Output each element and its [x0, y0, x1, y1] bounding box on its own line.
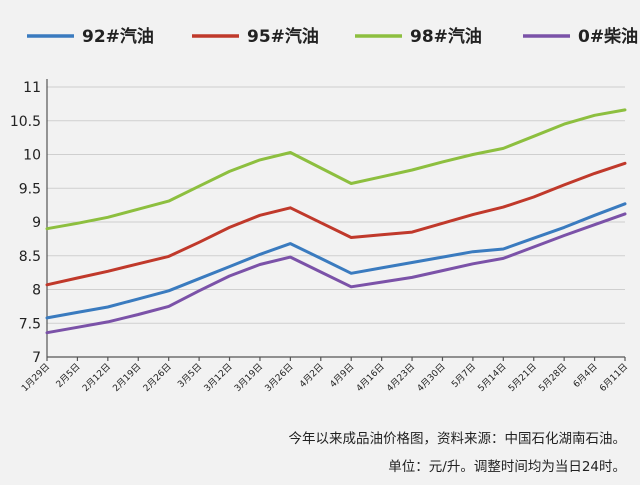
series-lines: [45, 108, 627, 335]
legend-label: 95#汽油: [247, 26, 319, 47]
x-tick-label: 4月16日: [354, 361, 387, 394]
x-tick-label: 5月28日: [537, 361, 570, 394]
legend: 92#汽油 95#汽油 98#汽油 0#柴油: [27, 26, 638, 47]
x-tick-label: 3月5日: [176, 361, 205, 390]
x-tick-label: 2月12日: [80, 361, 113, 394]
y-tick-label: 9: [32, 215, 41, 231]
x-tick-label: 2月5日: [54, 361, 83, 390]
x-tick-label: 3月12日: [202, 361, 235, 394]
y-tick-label: 7: [32, 350, 41, 366]
caption-unit: 单位：元/升。调整时间均为当日24时。: [388, 459, 626, 475]
x-tick-label: 5月7日: [449, 361, 478, 390]
y-tick-label: 8: [32, 283, 41, 299]
legend-item: 92#汽油: [27, 26, 154, 47]
y-tick-label: 9.5: [19, 181, 41, 197]
x-tick-label: 4月23日: [385, 361, 418, 394]
y-tick-label: 8.5: [19, 249, 41, 265]
x-tick-label: 6月11日: [597, 361, 630, 394]
x-tick-label: 5月21日: [506, 361, 539, 394]
x-tick-label: 4月30日: [415, 361, 448, 394]
x-tick-label: 4月9日: [328, 361, 357, 390]
legend-label: 0#柴油: [578, 26, 638, 47]
legend-item: 0#柴油: [523, 26, 638, 47]
y-tick-label: 7.5: [19, 316, 41, 332]
series-line: [45, 161, 627, 287]
x-tick-label: 2月19日: [111, 361, 144, 394]
legend-item: 98#汽油: [355, 26, 482, 47]
y-tick-label: 10: [23, 148, 41, 164]
caption-source: 今年以来成品油价格图，资料来源：中国石化湖南石油。: [288, 431, 627, 447]
x-tick-label: 4月2日: [297, 361, 326, 390]
legend-label: 98#汽油: [410, 26, 482, 47]
x-tick-label: 3月19日: [232, 361, 265, 394]
gridlines: [47, 86, 625, 358]
series-line: [45, 212, 627, 335]
y-axis-ticks: 7 7.5 8 8.5 9 9.5 10 10.5 11: [10, 80, 41, 366]
x-tick-label: 2月26日: [141, 361, 174, 394]
y-tick-label: 11: [23, 80, 41, 96]
x-tick-label: 3月26日: [263, 361, 296, 394]
legend-item: 95#汽油: [192, 26, 319, 47]
x-tick-label: 1月29日: [19, 361, 52, 394]
x-tick-label: 5月14日: [476, 361, 509, 394]
x-tick-label: 6月4日: [571, 361, 600, 390]
axes: [46, 79, 625, 358]
y-tick-label: 10.5: [10, 114, 41, 130]
legend-label: 92#汽油: [82, 26, 154, 47]
series-line: [45, 202, 627, 320]
series-line: [45, 108, 627, 231]
